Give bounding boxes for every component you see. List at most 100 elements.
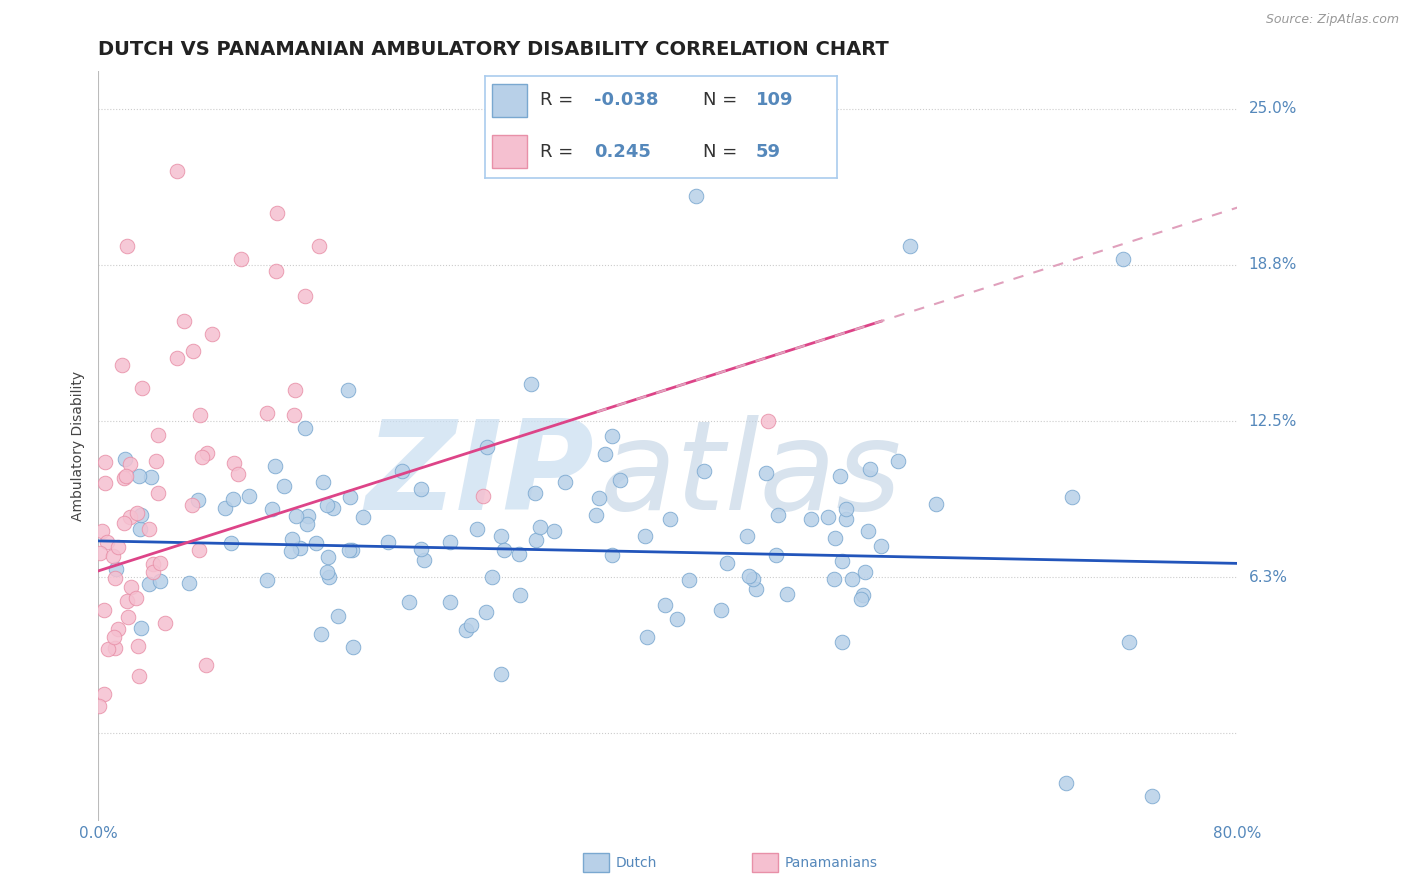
Text: Dutch: Dutch <box>616 855 657 870</box>
Point <box>180 498 202 512</box>
Point <box>120 457 142 471</box>
Point <box>264 458 287 473</box>
Point <box>138 522 160 536</box>
Point <box>284 384 307 398</box>
Point <box>188 543 211 558</box>
Point <box>104 562 127 576</box>
Point <box>146 486 169 500</box>
Point <box>377 534 399 549</box>
Point <box>139 470 162 484</box>
Point <box>129 522 152 536</box>
Point <box>326 609 349 624</box>
Point <box>149 574 172 588</box>
Point <box>460 618 482 632</box>
Text: atlas: atlas <box>599 416 901 536</box>
Point <box>89 546 111 560</box>
Point <box>835 502 858 516</box>
Point <box>391 464 413 478</box>
Point <box>188 409 211 423</box>
Point <box>214 500 236 515</box>
Point <box>852 589 875 603</box>
Point <box>600 548 623 562</box>
Point <box>112 516 135 531</box>
Point <box>283 408 305 422</box>
Point <box>342 640 364 654</box>
Text: 109: 109 <box>756 92 793 110</box>
Point <box>280 544 302 558</box>
Point <box>756 414 779 428</box>
Point <box>823 572 845 586</box>
Point <box>465 522 488 536</box>
Point <box>142 558 165 572</box>
Point <box>288 541 311 556</box>
Text: Panamanians: Panamanians <box>785 855 877 870</box>
Point <box>509 588 531 602</box>
Point <box>524 533 547 548</box>
Point <box>337 542 360 557</box>
Text: 0.245: 0.245 <box>593 143 651 161</box>
Point <box>273 479 295 493</box>
Point <box>195 446 218 460</box>
Point <box>107 622 129 636</box>
Point <box>312 475 335 489</box>
Point <box>543 524 565 538</box>
Point <box>125 506 148 520</box>
Point <box>841 572 863 586</box>
Point <box>737 529 759 543</box>
Point <box>256 406 278 420</box>
Point <box>260 502 283 516</box>
Point <box>195 658 218 673</box>
Point <box>412 553 434 567</box>
Point <box>870 539 893 553</box>
Point <box>166 351 188 365</box>
Text: -0.038: -0.038 <box>593 92 658 110</box>
Text: Source: ZipAtlas.com: Source: ZipAtlas.com <box>1265 13 1399 27</box>
Point <box>529 519 551 533</box>
Point <box>138 577 160 591</box>
Point <box>831 635 853 649</box>
Point <box>94 455 117 469</box>
Point <box>475 605 498 619</box>
Point <box>849 592 872 607</box>
Point <box>520 376 543 391</box>
Point <box>471 489 494 503</box>
Point <box>103 630 125 644</box>
Point <box>115 594 138 608</box>
Point <box>191 450 214 464</box>
Point <box>352 509 374 524</box>
Point <box>336 383 359 397</box>
Point <box>148 427 170 442</box>
Point <box>585 508 607 523</box>
Point <box>181 343 204 358</box>
Point <box>129 621 152 635</box>
Point <box>1112 252 1135 266</box>
Point <box>125 591 148 606</box>
Point <box>742 572 765 586</box>
Point <box>745 582 768 597</box>
Point <box>309 627 332 641</box>
Point <box>665 612 688 626</box>
Point <box>166 164 188 178</box>
Point <box>304 535 326 549</box>
Point <box>104 571 127 585</box>
Point <box>96 534 118 549</box>
Text: 59: 59 <box>756 143 780 161</box>
Point <box>508 547 530 561</box>
Point <box>115 468 138 483</box>
Point <box>411 541 433 556</box>
Point <box>339 490 361 504</box>
Text: R =: R = <box>540 92 572 110</box>
Point <box>709 602 731 616</box>
Point <box>609 473 631 487</box>
Point <box>456 624 478 638</box>
Point <box>127 639 149 653</box>
Point <box>678 574 700 588</box>
Point <box>114 451 136 466</box>
Bar <box>492 136 527 168</box>
Point <box>93 688 115 702</box>
Point <box>489 529 512 543</box>
Point <box>489 667 512 681</box>
Point <box>222 492 245 507</box>
Point <box>93 603 115 617</box>
Point <box>128 669 150 683</box>
